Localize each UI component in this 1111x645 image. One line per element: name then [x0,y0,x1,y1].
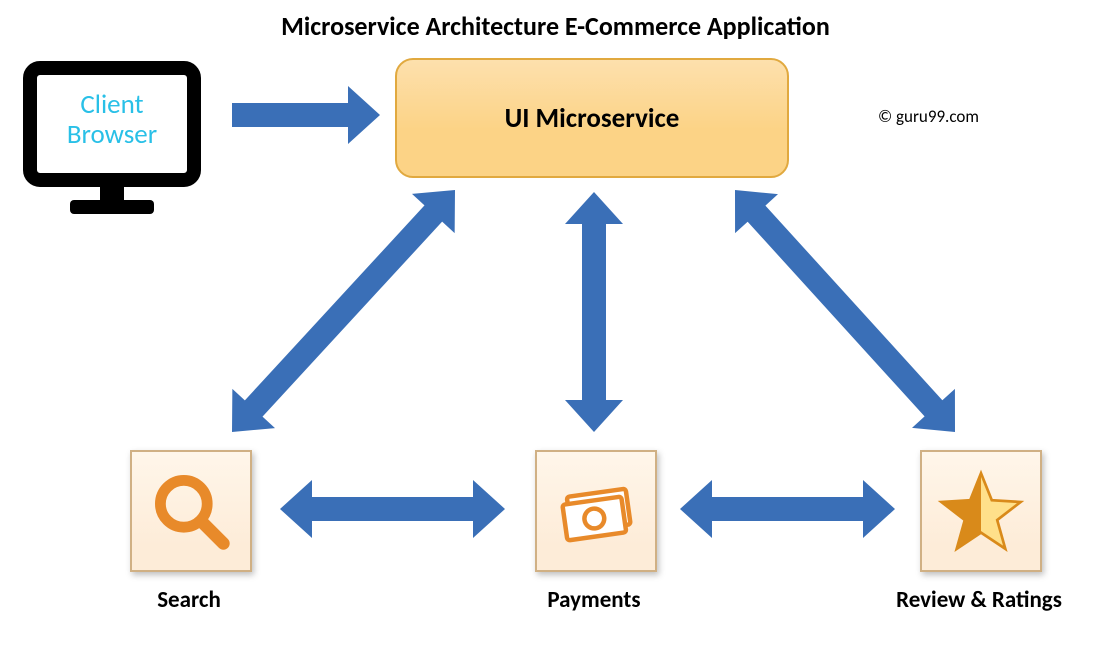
arrow-ui-to-payments [565,192,623,432]
service-label-search: Search [59,586,319,614]
arrow-client-to-ui [232,86,380,144]
star-icon [936,466,1026,556]
search-icon [146,466,236,556]
arrow-payments-reviews [680,480,895,538]
money-icon [551,466,641,556]
service-reviews [920,450,1042,572]
arrow-search-payments [280,480,505,538]
service-search [130,450,252,572]
service-label-payments: Payments [464,586,724,614]
service-payments [535,450,657,572]
arrow-ui-to-reviews [714,170,977,451]
arrow-ui-to-search [211,170,477,451]
service-label-reviews: Review & Ratings [849,586,1109,614]
